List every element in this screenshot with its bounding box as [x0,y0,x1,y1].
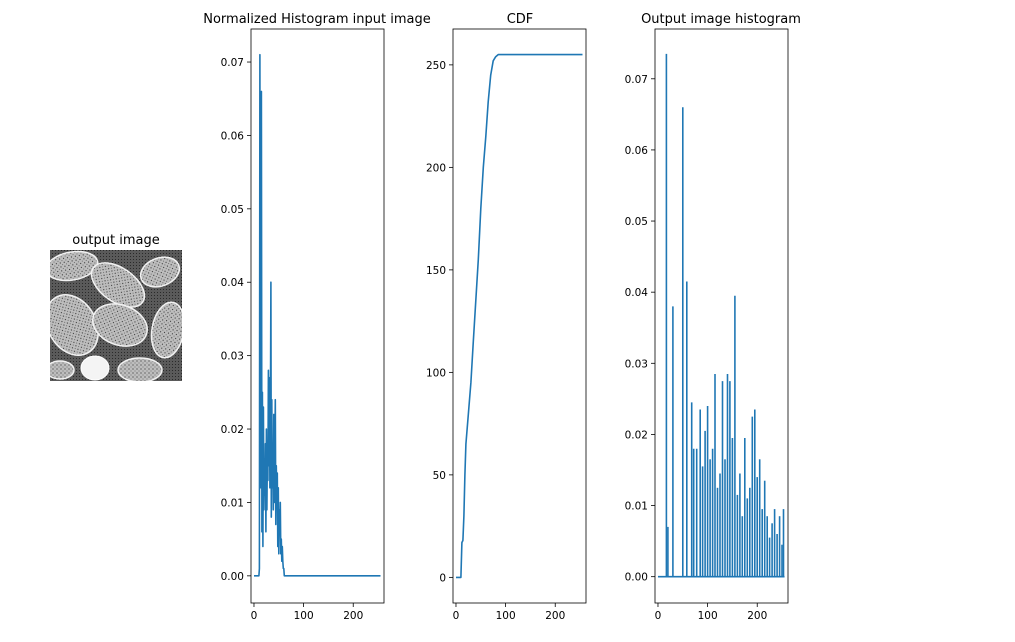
output-hist-ytick-label: 0.06 [625,145,649,157]
output-hist-ytick-label: 0.02 [625,429,648,441]
cdf-ytick-label: 250 [426,60,446,72]
output-hist-axes-frame [654,28,789,604]
input-hist-xtick-label: 200 [343,610,363,622]
input-hist-ytick-label: 0.03 [221,351,244,363]
output-hist-ytick-label: 0.05 [625,216,648,228]
output-hist-ytick-label: 0.00 [625,572,648,584]
cdf-ytick-label: 0 [439,572,446,584]
output-image-title: output image [72,233,160,248]
output-hist-ytick-label: 0.01 [625,501,648,513]
cdf-xtick-label: 0 [453,610,460,622]
output-hist-ytick-label: 0.07 [625,74,648,86]
input-hist-xtick-label: 0 [251,610,258,622]
input-hist-ytick-label: 0.04 [221,277,245,289]
output-histogram-chart: Output image histogram 0.00 0.01 0.02 0.03 0.… [625,12,801,622]
output-hist-title: Output image histogram [641,12,801,27]
input-hist-ytick-label: 0.06 [221,130,245,142]
output-hist-xtick-label: 200 [747,610,767,622]
input-hist-ytick-label: 0.02 [221,424,244,436]
cdf-ytick-label: 50 [433,470,446,482]
cdf-chart: CDF 0 50 100 150 200 250 0 100 200 [426,12,587,622]
input-hist-ytick-label: 0.05 [221,204,244,216]
cdf-axes-frame [452,28,587,604]
input-hist-ytick-label: 0.01 [221,497,244,509]
input-hist-title: Normalized Histogram input image [203,12,431,27]
cdf-title: CDF [507,12,534,27]
input-hist-xtick-label: 100 [294,610,314,622]
cdf-xtick-label: 100 [496,610,516,622]
input-hist-ytick-label: 0.00 [221,571,244,583]
output-hist-ytick-label: 0.03 [625,358,648,370]
pollen-grains-image [50,250,182,381]
cdf-xtick-label: 200 [545,610,565,622]
output-hist-ytick-label: 0.04 [625,287,649,299]
cdf-series-line [456,53,583,579]
input-hist-series-line [254,53,381,577]
input-hist-ytick-label: 0.07 [221,57,244,69]
cdf-ytick-label: 200 [426,162,446,174]
output-hist-xtick-label: 0 [655,610,662,622]
output-hist-xtick-label: 100 [698,610,718,622]
output-image-panel: output image [50,233,182,381]
input-histogram-chart: Normalized Histogram input image 0.00 0.01… [203,12,431,622]
input-hist-axes-frame [250,28,385,604]
cdf-ytick-label: 100 [426,367,446,379]
cdf-ytick-label: 150 [426,265,446,277]
